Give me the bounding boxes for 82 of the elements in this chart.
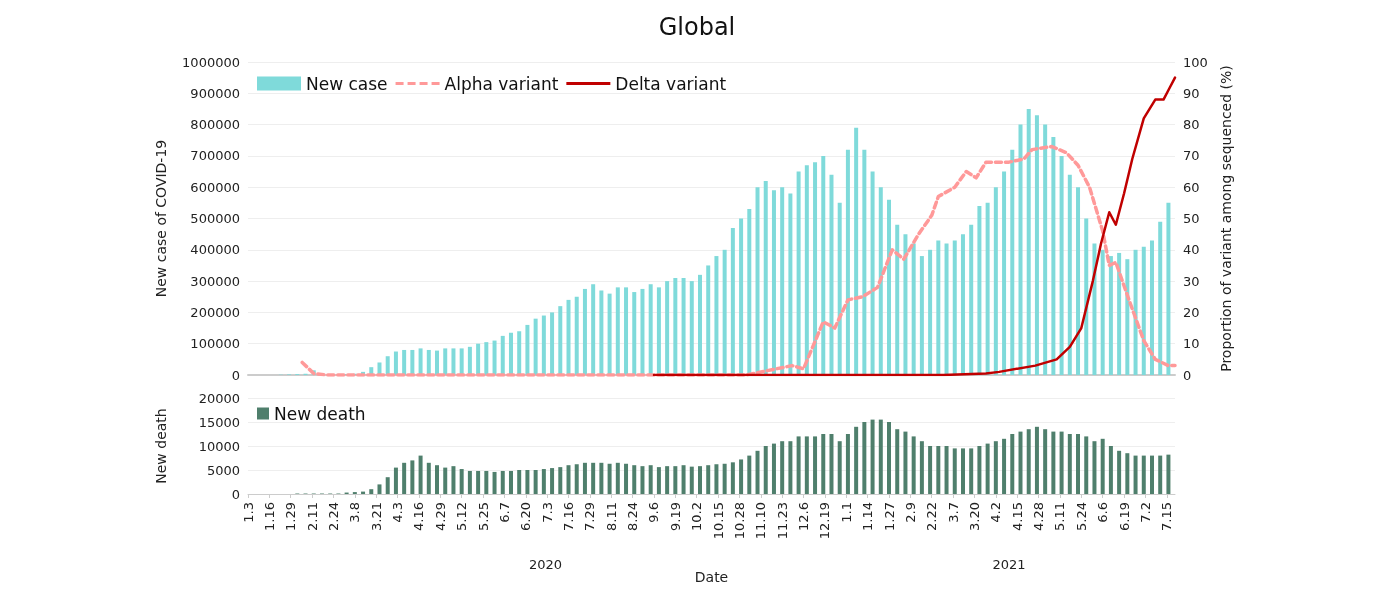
y2-tick-label: 30 (1183, 273, 1200, 289)
y2-tick-label: 50 (1183, 211, 1200, 226)
x-tick-label: 9.19 (667, 502, 683, 531)
legend-label: New death (274, 403, 366, 424)
y2-tick-label: 40 (1183, 242, 1200, 258)
legend-label: Alpha variant (444, 73, 559, 94)
x-tick-label: 7.2 (1137, 502, 1153, 523)
x-tick-label: 3.21 (368, 502, 384, 531)
y2-tick-label: 60 (1183, 179, 1200, 195)
y-tick-label: 10000 (198, 438, 240, 454)
x-tick-label: 10.2 (689, 502, 705, 531)
x-tick-label: 8.24 (625, 502, 641, 531)
x-tick-label: 4.16 (411, 502, 427, 531)
x-tick-label: 5.12 (454, 502, 470, 531)
y2-tick-label: 80 (1183, 117, 1200, 133)
x-tick-label: 1.3 (240, 502, 256, 523)
x-tick-label: 10.28 (731, 502, 747, 540)
x-tick-label: 3.20 (966, 502, 982, 531)
x-tick-label: 11.10 (753, 502, 769, 540)
x-axis-title: Date (694, 569, 729, 585)
x-tick-label: 7.3 (539, 502, 555, 523)
y2-tick-label: 70 (1183, 148, 1200, 164)
y-tick-label: 20000 (198, 390, 240, 406)
x-tick-label: 1.29 (283, 502, 299, 531)
x-tick-label: 6.6 (1095, 502, 1111, 523)
y-tick-label: 0 (231, 367, 240, 383)
x-tick-label: 6.19 (1116, 502, 1132, 531)
y-tick-label: 400000 (190, 242, 240, 258)
y-tick-label: 900000 (190, 85, 240, 101)
legend-label: Delta variant (615, 73, 727, 94)
x-tick-label: 4.3 (390, 502, 406, 523)
x-tick-label: 8.11 (603, 502, 619, 531)
x-tick-label: 12.19 (817, 502, 833, 540)
legend-label: New case (306, 73, 388, 94)
x-tick-label: 7.29 (582, 502, 598, 531)
x-tick-label: 6.20 (518, 502, 534, 531)
y-tick-label: 300000 (190, 273, 240, 289)
y-tick-label: 700000 (190, 148, 240, 164)
x-tick-label: 1.14 (860, 502, 876, 531)
x-tick-label: 9.6 (646, 502, 662, 523)
y2-tick-label: 0 (1183, 367, 1192, 383)
chart-title: Global (658, 13, 736, 41)
x-tick-label: 4.15 (1009, 502, 1025, 531)
x-tick-label: 2.24 (325, 502, 341, 531)
x2-tick-label: 2021 (992, 557, 1026, 572)
y-tick-label: 200000 (190, 304, 240, 320)
x-tick-label: 12.6 (796, 502, 812, 531)
x2-tick-label: 2020 (528, 557, 563, 572)
x-tick-label: 1.1 (838, 502, 854, 523)
y-tick-label: 800000 (190, 117, 240, 133)
x-tick-label: 3.8 (347, 502, 363, 523)
y-tick-label: 5000 (206, 462, 240, 478)
y2-tick-label: 100 (1183, 54, 1208, 70)
y-axis-title: New death (153, 408, 169, 484)
y2-tick-label: 90 (1183, 85, 1200, 101)
x-tick-label: 4.2 (988, 502, 1004, 523)
x-tick-label: 10.15 (710, 502, 726, 540)
y-tick-label: 500000 (190, 211, 240, 226)
y2-tick-label: 10 (1183, 336, 1200, 352)
x-tick-label: 7.15 (1159, 502, 1175, 531)
y2-axis-title: Proportion of variant among sequenced (%) (1217, 65, 1234, 372)
x-tick-label: 6.7 (496, 502, 512, 523)
y-axis-title: New case of COVID-19 (153, 139, 169, 298)
x-tick-label: 11.23 (774, 502, 790, 540)
x-tick-label: 5.24 (1073, 502, 1089, 531)
x-tick-label: 1.16 (261, 502, 277, 531)
y-tick-label: 600000 (190, 179, 240, 195)
x-tick-label: 4.29 (432, 502, 448, 531)
x-tick-label: 5.11 (1052, 502, 1068, 531)
x-tick-label: 2.9 (902, 502, 918, 523)
y-tick-label: 15000 (198, 414, 240, 430)
y-tick-label: 1000000 (182, 54, 240, 70)
x-tick-label: 5.25 (475, 502, 491, 531)
y2-tick-label: 20 (1183, 304, 1200, 320)
y-tick-label: 0 (231, 486, 240, 502)
x-tick-label: 7.16 (561, 502, 577, 531)
y-tick-label: 100000 (190, 336, 240, 352)
x-tick-label: 3.7 (945, 502, 961, 523)
x-tick-label: 1.27 (881, 502, 897, 531)
x-tick-label: 2.11 (304, 502, 320, 531)
x-tick-label: 4.28 (1031, 502, 1047, 531)
x-tick-label: 2.22 (924, 502, 940, 531)
